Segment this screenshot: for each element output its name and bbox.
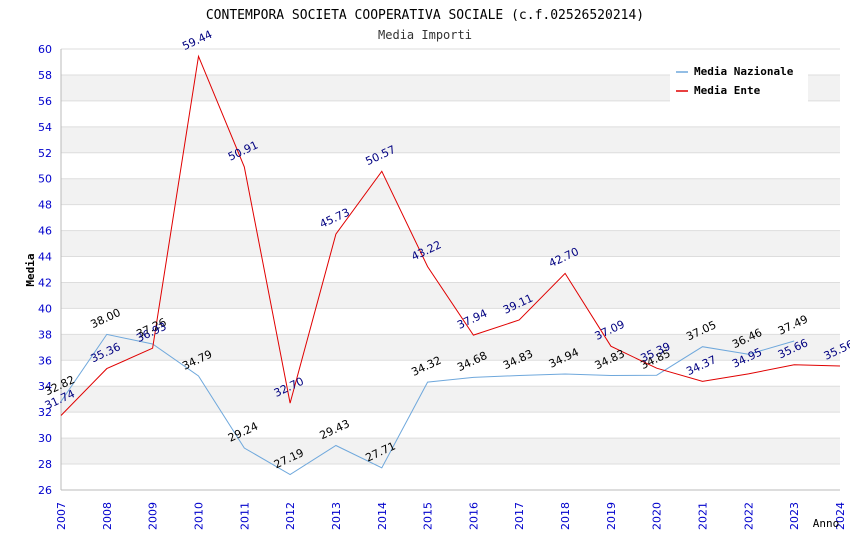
y-tick-label: 44 [38, 251, 52, 264]
y-tick-label: 38 [38, 328, 52, 341]
data-label: 38.00 [89, 306, 123, 331]
x-tick-label: 2013 [330, 502, 343, 530]
y-tick-label: 50 [38, 173, 52, 186]
y-tick-label: 32 [38, 406, 52, 419]
x-tick-label: 2014 [376, 502, 389, 530]
y-tick-label: 36 [38, 354, 52, 367]
y-tick-label: 26 [38, 484, 52, 497]
y-tick-label: 42 [38, 276, 52, 289]
legend: Media Nazionale Media Ente [670, 60, 808, 102]
y-tick-label: 54 [38, 121, 52, 134]
chart-subtitle: Media Importi [378, 28, 472, 42]
grid-band [61, 178, 840, 205]
y-tick-label: 40 [38, 302, 52, 315]
legend-label-ente: Media Ente [694, 84, 761, 97]
chart-title: CONTEMPORA SOCIETA COOPERATIVA SOCIALE (… [206, 8, 644, 23]
x-tick-label: 2020 [651, 502, 664, 530]
y-tick-label: 60 [38, 43, 52, 56]
grid-band [61, 282, 840, 309]
x-tick-label: 2019 [605, 502, 618, 530]
y-tick-label: 52 [38, 147, 52, 160]
legend-label-nazionale: Media Nazionale [694, 65, 794, 78]
grid-band [61, 438, 840, 465]
x-tick-label: 2021 [697, 502, 710, 530]
x-tick-label: 2007 [55, 502, 68, 530]
data-label: 37.94 [455, 307, 489, 332]
x-tick-label: 2017 [513, 502, 526, 530]
y-tick-label: 30 [38, 432, 52, 445]
x-tick-labels: 2007 2008 2009 2010 2011 2012 2013 2014 2015 2016… [55, 502, 847, 530]
series-lines [60, 54, 841, 476]
data-label: 45.73 [318, 206, 352, 231]
x-tick-label: 2016 [467, 502, 480, 530]
grid-band [61, 230, 840, 257]
y-tick-labels: 26 28 30 32 34 36 38 40 42 44 46 48 50 52 54 56 58 60 [38, 43, 52, 497]
y-tick-label: 28 [38, 458, 52, 471]
x-tick-label: 2023 [788, 502, 801, 530]
y-axis-label: Media [24, 253, 37, 286]
y-tick-label: 48 [38, 199, 52, 212]
x-tick-label: 2012 [284, 502, 297, 530]
legend-box [670, 60, 808, 102]
y-tick-label: 46 [38, 225, 52, 238]
x-axis-label: Anno [813, 517, 840, 530]
gridlines [61, 48, 840, 491]
y-tick-label: 34 [38, 380, 52, 393]
x-tick-label: 2024 [834, 502, 847, 530]
grid-band [61, 126, 840, 153]
x-tick-label: 2018 [559, 502, 572, 530]
x-tick-label: 2008 [101, 502, 114, 530]
x-tick-label: 2015 [422, 502, 435, 530]
series-line-nazionale [60, 333, 795, 476]
x-tick-label: 2010 [192, 502, 205, 530]
x-tick-label: 2011 [238, 502, 251, 530]
y-tick-label: 58 [38, 69, 52, 82]
grid-bands [61, 74, 840, 465]
grid-band [61, 334, 840, 361]
y-tick-label: 56 [38, 95, 52, 108]
series-line-ente [60, 54, 841, 416]
x-tick-label: 2022 [742, 502, 755, 530]
grid-band [61, 386, 840, 413]
x-tick-label: 2009 [147, 502, 160, 530]
